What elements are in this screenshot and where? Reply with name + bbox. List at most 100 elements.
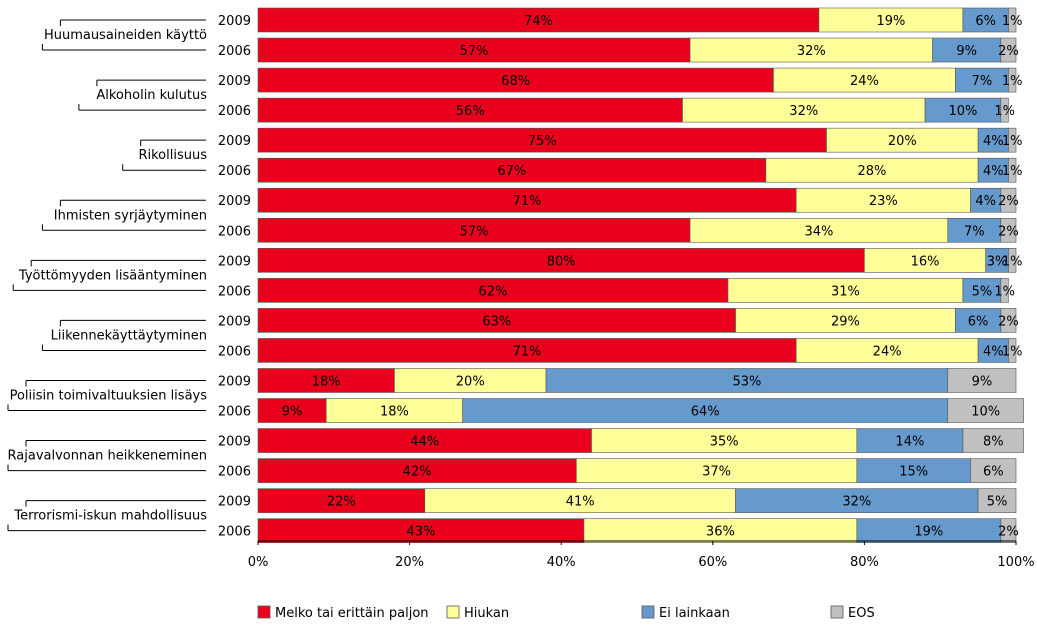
data-label: 3% xyxy=(987,254,1008,269)
bar-segment-melko-tai-eritt-in-paljon xyxy=(257,7,820,33)
category-label: Alkoholin kulutus xyxy=(96,88,207,103)
group-bracket xyxy=(41,199,206,231)
data-label: 56% xyxy=(456,104,485,119)
data-label: 37% xyxy=(702,465,731,480)
category-label: Liikennekäyttäytyminen xyxy=(51,328,207,343)
bar-segment-eos xyxy=(1000,278,1009,303)
bar-segment-ei-lainkaan xyxy=(955,308,1002,333)
bar-segment-eos xyxy=(1000,217,1017,243)
group-bracket xyxy=(41,19,206,51)
data-label: 41% xyxy=(566,495,595,510)
data-label: 2% xyxy=(998,44,1019,59)
data-label: 24% xyxy=(850,74,879,89)
data-label: 35% xyxy=(710,435,739,450)
group-bracket xyxy=(7,440,206,472)
year-label: 2006 xyxy=(218,224,251,239)
data-label: 32% xyxy=(797,44,826,59)
bar-segment-melko-tai-eritt-in-paljon xyxy=(257,187,797,213)
bar-segment-ei-lainkaan xyxy=(962,278,1002,303)
year-label: 2006 xyxy=(218,164,251,179)
data-label: 1% xyxy=(1002,14,1023,29)
bar-segment-eos xyxy=(1000,37,1017,63)
bar-segment-ei-lainkaan xyxy=(856,458,971,483)
bar-segment-eos xyxy=(947,398,1024,423)
bar-segment-eos xyxy=(1008,157,1017,183)
data-label: 29% xyxy=(831,314,860,329)
data-label: 7% xyxy=(964,224,985,239)
bar-segment-ei-lainkaan xyxy=(970,187,1002,213)
x-tick-label: 60% xyxy=(698,555,727,570)
bar-segment-hiukan xyxy=(424,488,736,513)
data-label: 62% xyxy=(479,284,508,299)
bar-segment-melko-tai-eritt-in-paljon xyxy=(257,308,736,333)
data-label: 1% xyxy=(1002,254,1023,269)
bar-segment-eos xyxy=(1008,338,1017,363)
data-label: 1% xyxy=(1002,164,1023,179)
bar-segment-melko-tai-eritt-in-paljon xyxy=(257,458,577,483)
data-label: 22% xyxy=(327,495,356,510)
bar-segment-melko-tai-eritt-in-paljon xyxy=(257,368,395,393)
data-label: 1% xyxy=(1002,134,1023,149)
bar-segment-ei-lainkaan xyxy=(947,217,1002,243)
category-label: Huumausaineiden käyttö xyxy=(44,28,207,43)
group-bracket xyxy=(7,500,206,532)
data-label: 64% xyxy=(691,405,720,420)
bar-segment-eos xyxy=(1000,518,1017,543)
data-label: 1% xyxy=(1002,74,1023,89)
data-label: 1% xyxy=(1002,344,1023,359)
bar-segment-melko-tai-eritt-in-paljon xyxy=(257,127,827,153)
year-label: 2009 xyxy=(218,74,251,89)
data-label: 24% xyxy=(873,344,902,359)
data-label: 19% xyxy=(876,14,905,29)
category-label: Poliisin toimivaltuuksien lisäys xyxy=(10,389,208,404)
bar-segment-ei-lainkaan xyxy=(545,368,949,393)
data-label: 4% xyxy=(983,164,1004,179)
data-label: 80% xyxy=(547,254,576,269)
data-label: 34% xyxy=(804,224,833,239)
year-label: 2009 xyxy=(218,495,251,510)
data-label: 1% xyxy=(994,104,1015,119)
year-label: 2006 xyxy=(218,344,251,359)
data-label: 4% xyxy=(983,344,1004,359)
data-label: 4% xyxy=(983,134,1004,149)
data-label: 9% xyxy=(956,44,977,59)
group-bracket xyxy=(41,319,206,351)
legend-entry: EOS xyxy=(848,606,875,621)
data-label: 36% xyxy=(706,525,735,540)
data-label: 71% xyxy=(513,194,542,209)
bar-segment-hiukan xyxy=(735,308,956,333)
group-bracket xyxy=(7,379,206,412)
legend-entry: Melko tai erittäin paljon xyxy=(275,606,429,621)
data-label: 6% xyxy=(975,14,996,29)
bar-segment-eos xyxy=(962,428,1024,453)
bar-segment-ei-lainkaan xyxy=(924,97,1002,123)
data-label: 71% xyxy=(513,344,542,359)
data-label: 28% xyxy=(858,164,887,179)
data-label: 18% xyxy=(380,405,409,420)
data-label: 5% xyxy=(987,495,1008,510)
bar-segment-eos xyxy=(1008,127,1017,153)
year-label: 2006 xyxy=(218,44,251,59)
bar-segment-melko-tai-eritt-in-paljon xyxy=(257,488,426,513)
bar-segment-eos xyxy=(947,368,1017,393)
bar-segment-ei-lainkaan xyxy=(962,7,1009,33)
data-label: 9% xyxy=(282,405,303,420)
bar-segment-hiukan xyxy=(826,127,979,153)
legend-swatch xyxy=(257,605,271,619)
bar-segment-melko-tai-eritt-in-paljon xyxy=(257,67,774,93)
bar-segment-eos xyxy=(977,488,1017,513)
category-label: Rajavalvonnan heikkeneminen xyxy=(8,449,207,464)
data-label: 75% xyxy=(528,134,557,149)
bar-segment-eos xyxy=(1008,67,1017,93)
category-label: Työttömyyden lisääntyminen xyxy=(18,268,207,283)
year-label: 2009 xyxy=(218,374,251,389)
bar-segment-hiukan xyxy=(765,157,979,183)
data-label: 1% xyxy=(994,284,1015,299)
data-label: 44% xyxy=(410,435,439,450)
data-label: 2% xyxy=(998,314,1019,329)
data-label: 18% xyxy=(312,374,341,389)
data-label: 42% xyxy=(403,465,432,480)
legend-swatch xyxy=(446,605,460,619)
legend-swatch xyxy=(830,605,844,619)
